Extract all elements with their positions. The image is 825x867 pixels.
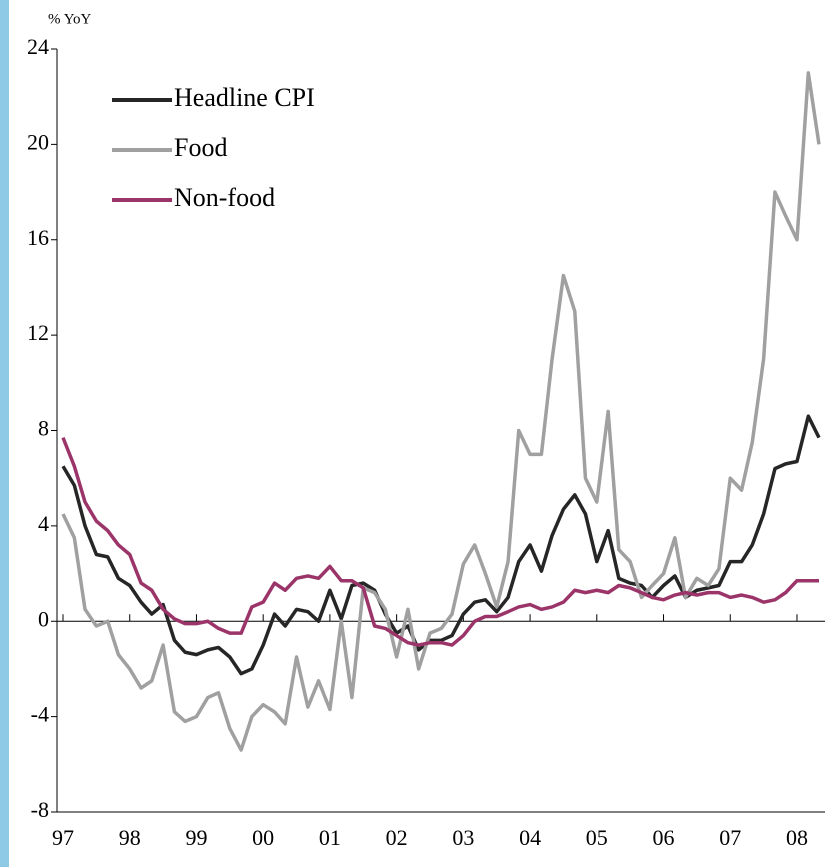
y-tick-label: 0 bbox=[38, 606, 49, 631]
y-tick-label: 24 bbox=[27, 34, 49, 59]
series-line bbox=[61, 437, 819, 647]
y-tick-label: 12 bbox=[27, 320, 49, 345]
y-tick-label: 20 bbox=[27, 129, 49, 154]
x-tick-label: 08 bbox=[786, 825, 808, 850]
side-strip bbox=[0, 0, 9, 867]
x-tick-label: 06 bbox=[653, 825, 675, 850]
y-axis-label: % YoY bbox=[48, 11, 92, 27]
y-tick-label: -8 bbox=[31, 797, 49, 822]
x-tick-label: 99 bbox=[185, 825, 207, 850]
x-tick-label: 02 bbox=[386, 825, 408, 850]
legend-label: Non-food bbox=[174, 183, 275, 212]
x-tick-label: 04 bbox=[519, 825, 541, 850]
y-tick-label: 8 bbox=[38, 416, 49, 441]
x-tick-label: 05 bbox=[586, 825, 608, 850]
x-tick-label: 97 bbox=[52, 825, 74, 850]
x-tick-label: 01 bbox=[319, 825, 341, 850]
series-line bbox=[61, 71, 821, 752]
series-line bbox=[61, 414, 821, 676]
y-tick-label: -4 bbox=[31, 702, 49, 727]
legend-label: Headline CPI bbox=[174, 83, 315, 112]
y-tick-label: 16 bbox=[27, 225, 49, 250]
y-tick-label: 4 bbox=[38, 511, 49, 536]
x-tick-label: 07 bbox=[719, 825, 741, 850]
x-tick-label: 98 bbox=[119, 825, 141, 850]
x-tick-label: 00 bbox=[252, 825, 274, 850]
x-tick-label: 03 bbox=[452, 825, 474, 850]
legend-label: Food bbox=[174, 133, 227, 162]
